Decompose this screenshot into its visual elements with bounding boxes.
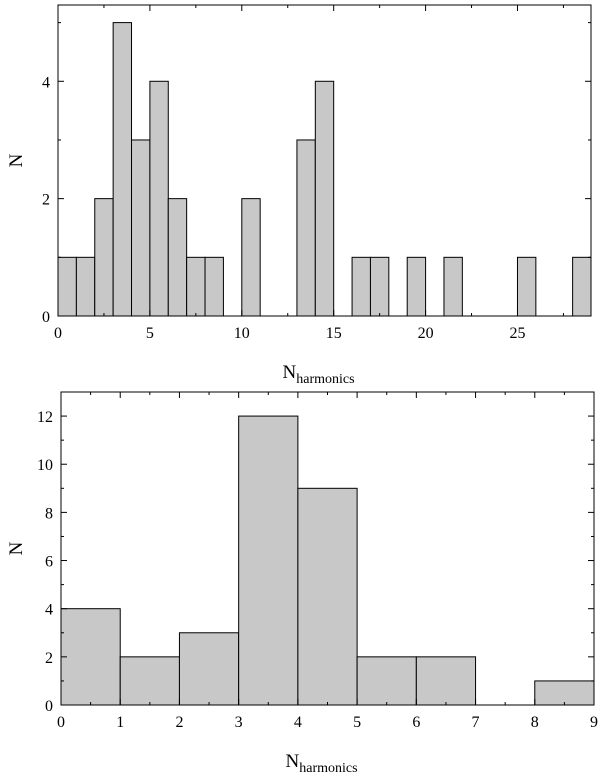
top-histogram-bar bbox=[112, 22, 133, 317]
bottom-x-tick-label: 5 bbox=[353, 714, 361, 731]
bottom-x-tick-label: 9 bbox=[590, 714, 598, 731]
top-y-axis-title: N bbox=[6, 153, 27, 167]
bottom-y-tick-label: 10 bbox=[37, 457, 53, 474]
bottom-x-tick-label: 1 bbox=[116, 714, 124, 731]
bottom-histogram-bar bbox=[534, 680, 595, 706]
top-histogram-bar bbox=[57, 256, 77, 317]
bottom-y-tick-label: 8 bbox=[45, 505, 53, 522]
bottom-x-axis-title: Nharmonics bbox=[286, 751, 358, 776]
bottom-x-tick-label: 7 bbox=[472, 714, 480, 731]
top-histogram-bar bbox=[443, 256, 463, 317]
top-plot-frame bbox=[57, 4, 592, 317]
top-x-tick-label: 0 bbox=[54, 325, 62, 342]
top-histogram-bar bbox=[572, 256, 592, 317]
top-histogram-bar bbox=[351, 256, 371, 317]
bottom-y-tick-label: 4 bbox=[45, 602, 53, 619]
top-x-tick-label: 5 bbox=[146, 325, 154, 342]
top-histogram-bar bbox=[149, 80, 169, 317]
bottom-x-tick-label: 8 bbox=[531, 714, 539, 731]
top-x-tick-label: 15 bbox=[326, 325, 342, 342]
bottom-histogram-bar bbox=[356, 656, 417, 706]
bottom-x-tick-label: 0 bbox=[57, 714, 65, 731]
top-histogram-bar bbox=[167, 198, 188, 317]
top-x-axis-title: Nharmonics bbox=[283, 362, 355, 387]
bottom-x-tick-label: 3 bbox=[235, 714, 243, 731]
top-y-tick-label: 4 bbox=[42, 74, 50, 91]
top-x-tick-label: 25 bbox=[509, 325, 525, 342]
top-histogram-bar bbox=[186, 256, 206, 317]
bottom-y-tick-label: 12 bbox=[37, 409, 53, 426]
top-x-tick-label: 20 bbox=[418, 325, 434, 342]
bottom-histogram-bar bbox=[297, 487, 358, 706]
bottom-x-tick-label: 4 bbox=[294, 714, 302, 731]
top-histogram-bar bbox=[131, 139, 151, 317]
bottom-y-axis-title: N bbox=[6, 541, 27, 555]
top-histogram-bar bbox=[75, 256, 96, 317]
bottom-y-tick-label: 2 bbox=[45, 650, 53, 667]
bottom-histogram-bar bbox=[119, 656, 180, 706]
bottom-x-tick-label: 2 bbox=[175, 714, 183, 731]
top-histogram-bar bbox=[369, 256, 390, 317]
bottom-histogram-bar bbox=[178, 632, 240, 706]
top-histogram-bar bbox=[94, 198, 114, 317]
top-x-tick-label: 10 bbox=[234, 325, 250, 342]
bottom-y-tick-label: 0 bbox=[45, 698, 53, 715]
bottom-x-tick-label: 6 bbox=[412, 714, 420, 731]
bottom-histogram-bar bbox=[238, 415, 299, 706]
top-histogram-bar bbox=[406, 256, 427, 317]
bottom-histogram-bar bbox=[60, 608, 121, 706]
top-y-tick-label: 2 bbox=[42, 192, 50, 209]
bottom-y-tick-label: 6 bbox=[45, 554, 53, 571]
top-histogram-bar bbox=[241, 198, 261, 317]
top-histogram-panel: 0 5 10 15 20 25 0 2 4 Nharmonics N bbox=[6, 4, 592, 387]
top-histogram-bar bbox=[314, 80, 335, 317]
top-histogram-bar bbox=[296, 139, 316, 317]
top-histogram-bar bbox=[204, 256, 224, 317]
top-y-tick-label: 0 bbox=[42, 309, 50, 326]
bottom-histogram-bar bbox=[415, 656, 477, 706]
top-histogram-bar bbox=[516, 256, 537, 317]
